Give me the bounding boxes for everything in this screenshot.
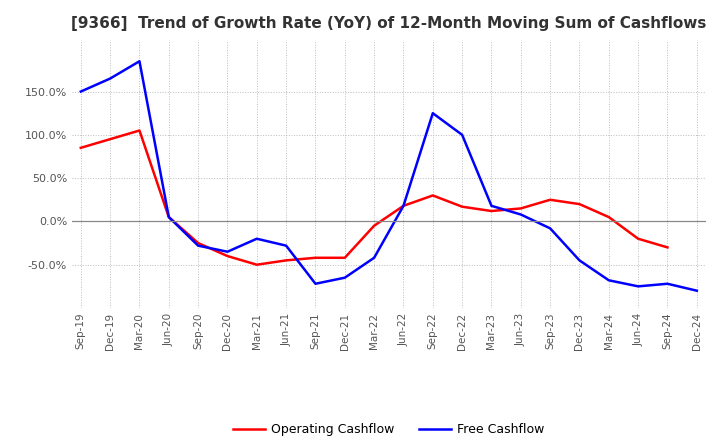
Operating Cashflow [663, 245, 672, 250]
Free Cashflow [693, 288, 701, 293]
Free Cashflow [634, 284, 642, 289]
Free Cashflow [546, 226, 554, 231]
Free Cashflow [194, 243, 202, 248]
Free Cashflow [399, 203, 408, 209]
Free Cashflow [605, 278, 613, 283]
Operating Cashflow [370, 223, 379, 228]
Operating Cashflow [605, 214, 613, 220]
Free Cashflow [458, 132, 467, 137]
Free Cashflow [76, 89, 85, 94]
Operating Cashflow [282, 258, 290, 263]
Line: Operating Cashflow: Operating Cashflow [81, 131, 667, 265]
Operating Cashflow [194, 240, 202, 246]
Operating Cashflow [76, 145, 85, 150]
Operating Cashflow [341, 255, 349, 260]
Operating Cashflow [428, 193, 437, 198]
Operating Cashflow [575, 202, 584, 207]
Free Cashflow [487, 203, 496, 209]
Free Cashflow [341, 275, 349, 280]
Operating Cashflow [164, 214, 173, 220]
Operating Cashflow [135, 128, 144, 133]
Operating Cashflow [311, 255, 320, 260]
Free Cashflow [311, 281, 320, 286]
Free Cashflow [663, 281, 672, 286]
Free Cashflow [575, 258, 584, 263]
Operating Cashflow [516, 206, 525, 211]
Line: Free Cashflow: Free Cashflow [81, 61, 697, 291]
Operating Cashflow [223, 253, 232, 259]
Free Cashflow [428, 110, 437, 116]
Legend: Operating Cashflow, Free Cashflow: Operating Cashflow, Free Cashflow [228, 418, 549, 440]
Operating Cashflow [634, 236, 642, 242]
Operating Cashflow [458, 204, 467, 209]
Free Cashflow [164, 214, 173, 220]
Free Cashflow [516, 212, 525, 217]
Free Cashflow [370, 255, 379, 260]
Free Cashflow [223, 249, 232, 254]
Free Cashflow [106, 76, 114, 81]
Operating Cashflow [546, 197, 554, 202]
Operating Cashflow [106, 136, 114, 142]
Free Cashflow [253, 236, 261, 242]
Free Cashflow [282, 243, 290, 248]
Operating Cashflow [487, 209, 496, 214]
Operating Cashflow [399, 203, 408, 209]
Title: [9366]  Trend of Growth Rate (YoY) of 12-Month Moving Sum of Cashflows: [9366] Trend of Growth Rate (YoY) of 12-… [71, 16, 706, 32]
Free Cashflow [135, 59, 144, 64]
Operating Cashflow [253, 262, 261, 268]
